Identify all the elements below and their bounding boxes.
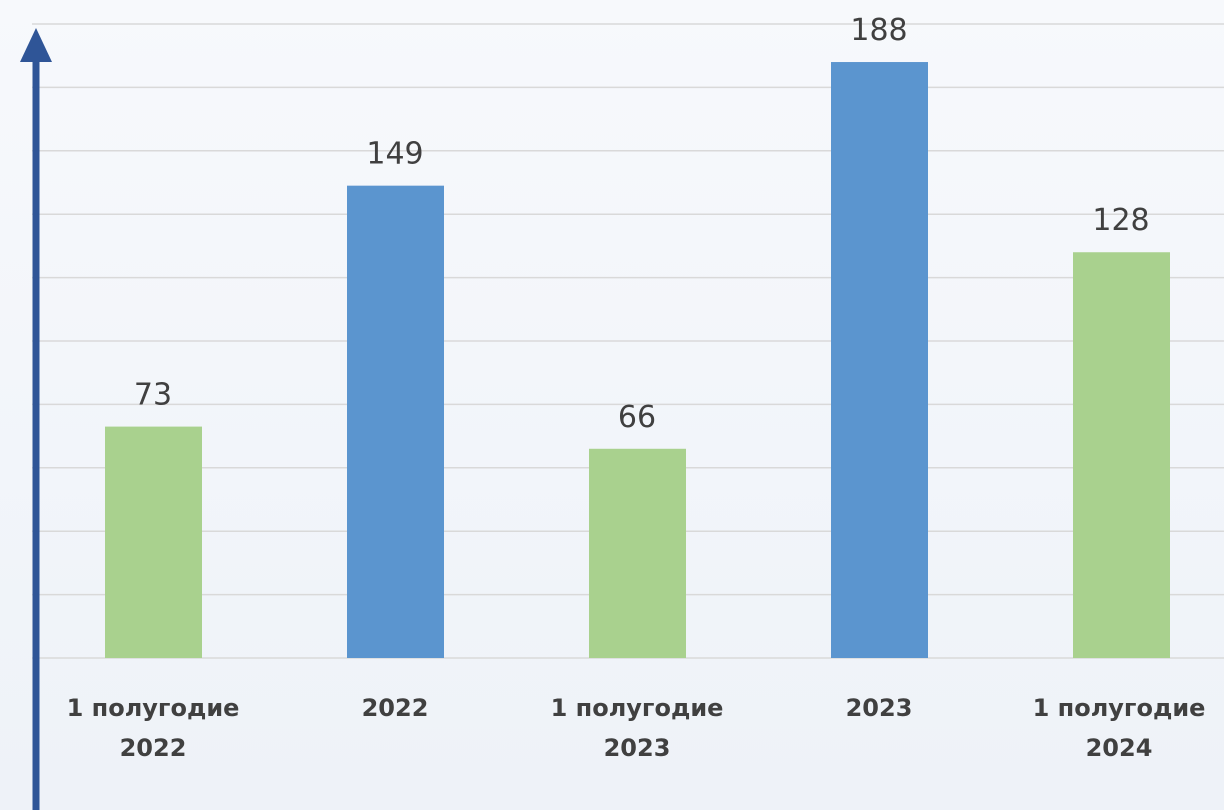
- bar: [105, 426, 202, 658]
- x-tick-label: 1 полугодие 2023: [550, 694, 724, 762]
- x-tick-label: 2023: [845, 694, 913, 722]
- value-label: 73: [134, 378, 172, 413]
- axis-arrowhead: [20, 28, 52, 62]
- bar: [1073, 252, 1170, 659]
- bar: [347, 185, 444, 659]
- x-tick-label: 1 полугодие 2024: [1032, 694, 1206, 762]
- value-label: 149: [366, 137, 423, 172]
- x-tick-label: 1 полугодие 2022: [66, 694, 240, 762]
- bar: [831, 62, 928, 659]
- bar: [589, 448, 686, 658]
- x-tick-label: 2022: [361, 694, 429, 722]
- value-label: 66: [618, 400, 656, 435]
- value-label: 188: [850, 13, 907, 48]
- value-label: 128: [1092, 203, 1149, 238]
